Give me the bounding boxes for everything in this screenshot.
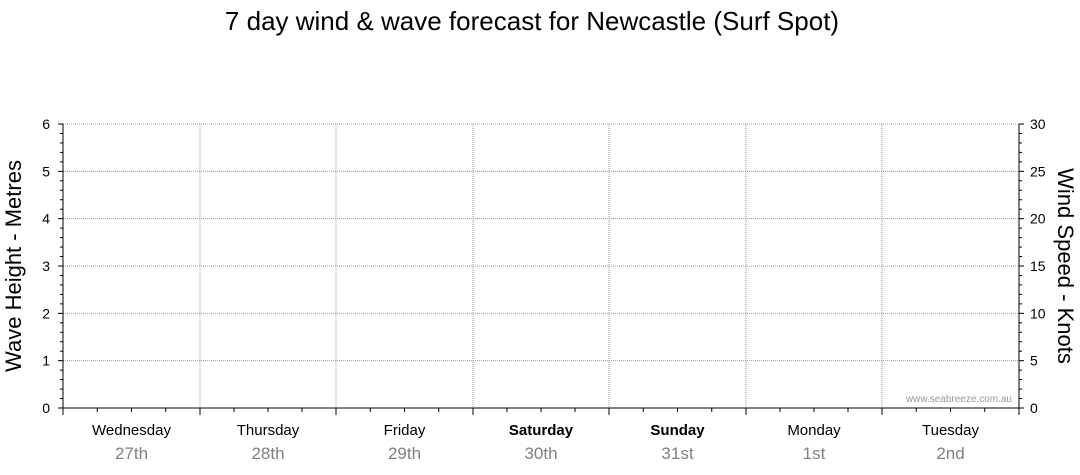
- day-date-label: 2nd: [936, 444, 964, 463]
- grid-lines: [63, 123, 1019, 408]
- day-date-label: 30th: [524, 444, 557, 463]
- day-date-label: 31st: [661, 444, 693, 463]
- x-axis: Wednesday 27th Thursday 28th Friday 29th Satur…: [62, 407, 1020, 463]
- right-tick-label: 0: [1030, 400, 1038, 416]
- day-date-label: 28th: [251, 444, 284, 463]
- right-tick-label: 25: [1030, 163, 1046, 179]
- day-date-label: 29th: [388, 444, 421, 463]
- right-tick-label: 20: [1030, 211, 1046, 227]
- right-axis-label: Wind Speed - Knots: [1053, 168, 1078, 364]
- right-tick-label: 30: [1030, 116, 1046, 132]
- right-tick-label: 5: [1030, 353, 1038, 369]
- day-name-label: Tuesday: [922, 422, 979, 439]
- chart-title: 7 day wind & wave forecast for Newcastle…: [225, 6, 839, 36]
- left-axis-label: Wave Height - Metres: [1, 160, 26, 372]
- left-tick-label: 0: [42, 400, 50, 416]
- left-axis: 0 1 2 3 4 5 6: [42, 116, 64, 416]
- left-tick-label: 5: [42, 163, 50, 179]
- left-tick-label: 2: [42, 305, 50, 321]
- day-name-label: Friday: [384, 422, 426, 439]
- right-tick-label: 10: [1030, 305, 1046, 321]
- day-date-label: 1st: [803, 444, 826, 463]
- right-axis: 0 5 10 15 20 25 30: [1018, 116, 1046, 416]
- day-name-label: Monday: [787, 422, 841, 439]
- watermark: www.seabreeze.com.au: [905, 394, 1012, 405]
- day-name-label: Thursday: [237, 422, 300, 439]
- right-tick-label: 15: [1030, 258, 1046, 274]
- left-tick-label: 1: [42, 353, 50, 369]
- day-name-label: Wednesday: [92, 422, 171, 439]
- left-tick-label: 4: [42, 211, 50, 227]
- day-name-label: Sunday: [650, 422, 705, 439]
- day-date-label: 27th: [115, 444, 148, 463]
- left-tick-label: 3: [42, 258, 50, 274]
- left-tick-label: 6: [42, 116, 50, 132]
- day-name-label: Saturday: [509, 422, 574, 439]
